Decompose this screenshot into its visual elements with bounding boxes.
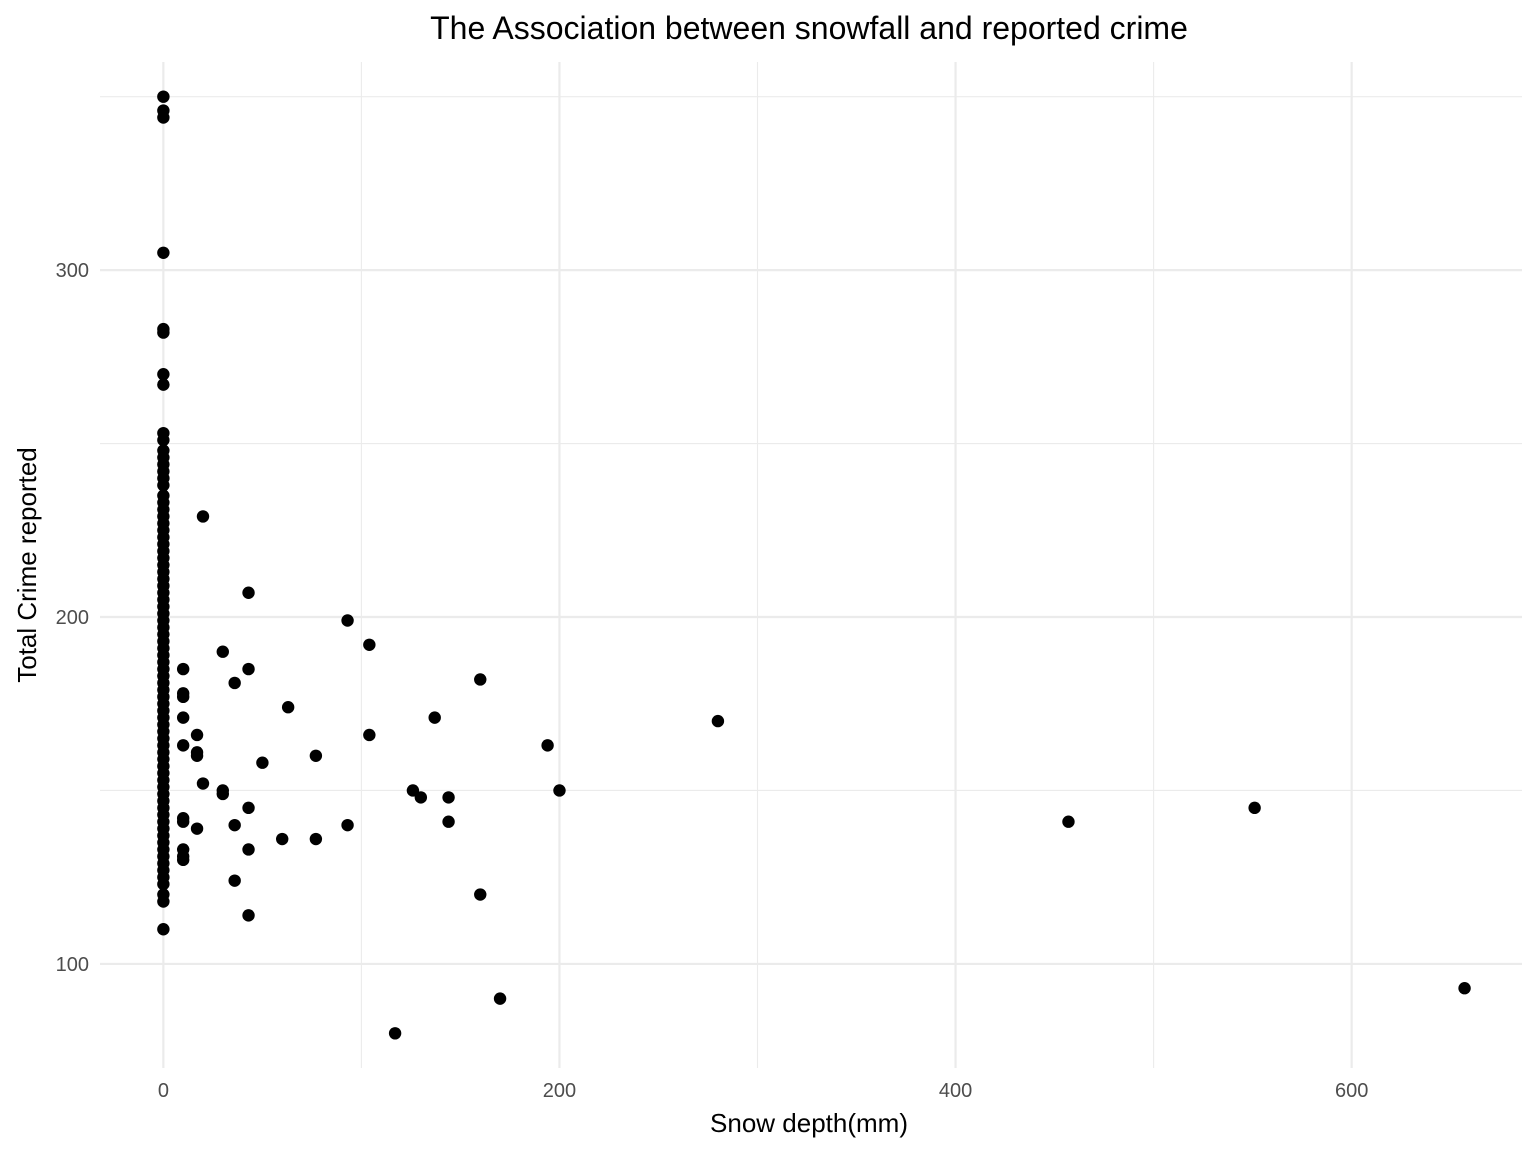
data-point [553,784,566,797]
data-point [157,479,170,492]
data-point [176,815,190,828]
data-point [341,818,354,832]
y-tick-label: 100 [56,954,89,976]
data-point [157,111,170,124]
data-point [157,378,170,391]
data-point [711,714,725,728]
data-point [1062,815,1075,828]
data-point [157,433,170,447]
data-point [242,662,255,676]
data-point [216,787,229,801]
data-point [363,728,376,742]
data-point [541,739,554,752]
data-point [428,711,441,724]
data-point [190,728,204,742]
data-point [493,992,507,1005]
x-tick-label: 600 [1335,1080,1368,1102]
chart-title: The Association between snowfall and rep… [430,10,1188,46]
data-point [176,853,190,867]
data-point [414,791,428,804]
data-point [176,711,190,724]
data-point [256,756,269,769]
data-point [242,909,255,922]
data-point [242,843,255,856]
y-axis-label: Total Crime reported [12,447,42,683]
data-point [388,1027,402,1040]
x-tick-label: 400 [939,1080,972,1102]
data-point [309,749,323,762]
data-points [157,90,1471,1040]
data-point [228,818,241,832]
x-tick-label: 0 [158,1080,169,1102]
y-tick-label: 300 [56,260,89,282]
data-point [157,246,170,259]
data-point [228,874,241,887]
data-point [157,895,170,908]
data-point [309,832,323,846]
data-point [276,832,289,846]
data-point [196,777,210,790]
data-point [176,739,190,752]
y-tick-label: 200 [56,607,89,629]
data-point [363,638,376,651]
data-point [196,510,210,523]
data-point [474,888,487,901]
data-point [1248,801,1261,815]
data-point [157,877,170,891]
data-point [157,923,170,936]
data-point [242,586,255,599]
data-point [228,676,241,690]
tick-labels: 0 200 400 600 100 200 300 [56,260,1369,1102]
x-tick-label: 200 [543,1080,576,1102]
data-point [176,662,190,676]
data-point [474,673,487,686]
data-point [442,815,455,828]
data-point [157,90,170,103]
data-point [281,701,295,714]
data-point [341,614,354,627]
data-point [216,645,229,658]
data-point [176,690,190,704]
data-point [242,801,255,815]
grid-lines [100,62,1522,1068]
data-point [442,791,455,804]
data-point [157,368,170,381]
data-point [190,749,204,762]
x-axis-label: Snow depth(mm) [710,1108,908,1138]
data-point [157,326,170,339]
data-point [1458,982,1471,995]
data-point [190,822,204,835]
